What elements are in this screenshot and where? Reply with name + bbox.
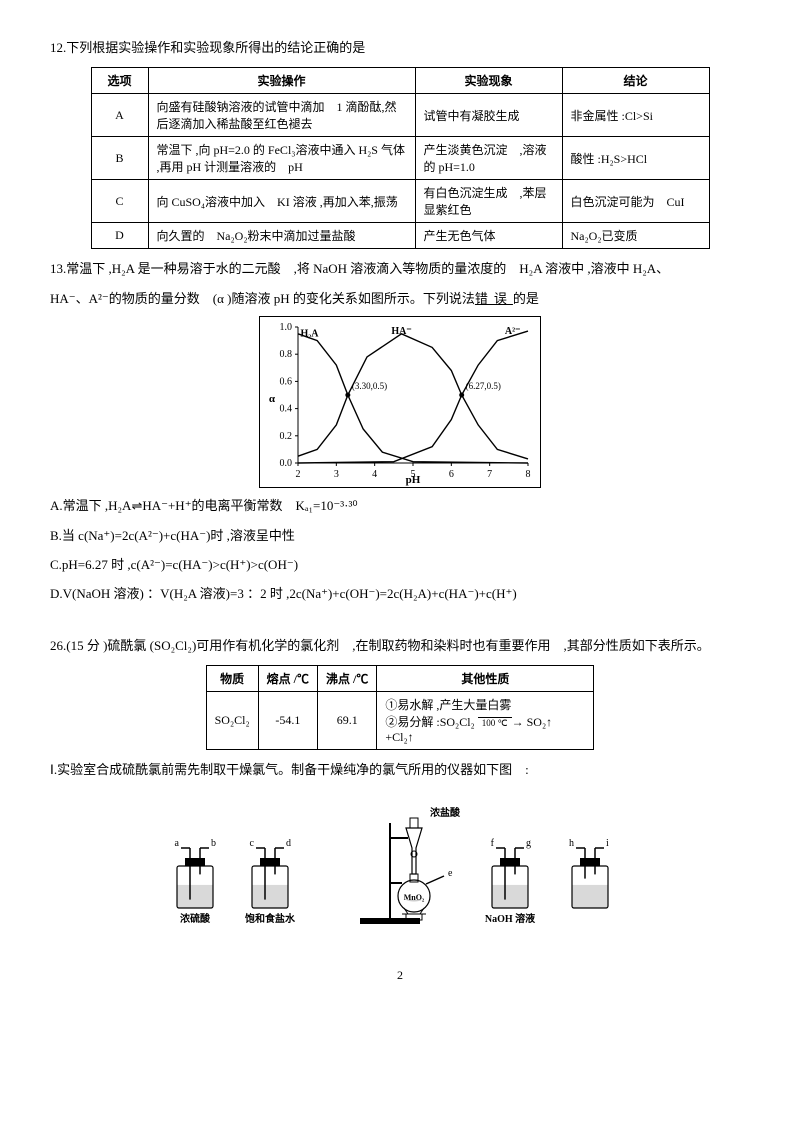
- q12-a-conc: 非金属性 :Cl>Si: [562, 94, 709, 137]
- q12-c-opt: C: [91, 180, 148, 223]
- svg-text:d: d: [286, 838, 291, 849]
- svg-text:a: a: [175, 838, 180, 849]
- svg-text:1.0: 1.0: [280, 322, 293, 333]
- q13-stem2-post: 的是: [513, 291, 539, 306]
- svg-text:饱和食盐水: 饱和食盐水: [245, 912, 296, 925]
- q12-b-conc: 酸性 :H₂S>HCl: [562, 137, 709, 180]
- svg-text:HA⁻: HA⁻: [391, 326, 411, 337]
- svg-text:NaOH 溶液: NaOH 溶液: [485, 912, 535, 925]
- q13-optA: A.常温下 ,H₂A⇌HA⁻+H⁺的电离平衡常数 Kₐ₁=10⁻³·³⁰: [50, 494, 750, 517]
- q12-a-op: 向盛有硅酸钠溶液的试管中滴加 1 滴酚酞,然后逐滴加入稀盐酸至红色褪去: [148, 94, 415, 137]
- q12-d-op: 向久置的 Na₂O₂粉末中滴加过量盐酸: [148, 223, 415, 249]
- q12-c-phen: 有白色沉淀生成 ,苯层显紫红色: [415, 180, 562, 223]
- svg-text:A²⁻: A²⁻: [505, 326, 520, 337]
- q13-stem1: 13.常温下 ,H₂A 是一种易溶于水的二元酸 ,将 NaOH 溶液滴入等物质的…: [50, 257, 750, 280]
- q12-a-phen: 试管中有凝胶生成: [415, 94, 562, 137]
- q13-stem2-pre: HA⁻、A²⁻的物质的量分数 (α )随溶液 pH 的变化关系如图所示。下列说法: [50, 291, 475, 306]
- q13-optC: C.pH=6.27 时 ,c(A²⁻)=c(HA⁻)>c(H⁺)>c(OH⁻): [50, 553, 750, 576]
- svg-text:h: h: [569, 838, 574, 849]
- svg-text:e: e: [448, 868, 453, 879]
- svg-text:b: b: [211, 838, 216, 849]
- svg-text:浓硫酸: 浓硫酸: [180, 912, 211, 925]
- q26-mp: -54.1: [258, 692, 317, 750]
- q13-stem2: HA⁻、A²⁻的物质的量分数 (α )随溶液 pH 的变化关系如图所示。下列说法…: [50, 287, 750, 310]
- q12-a-opt: A: [91, 94, 148, 137]
- q12-h3: 结论: [562, 68, 709, 94]
- svg-text:0.2: 0.2: [280, 431, 293, 442]
- q12-b-op: 常温下 ,向 pH=2.0 的 FeCl₃溶液中通入 H₂S 气体 ,再用 pH…: [148, 137, 415, 180]
- q26-stem: 26.(15 分 )硫酰氯 (SO₂Cl₂)可用作有机化学的氯化剂 ,在制取药物…: [50, 634, 750, 657]
- q13-stem2-err: 错误: [475, 291, 513, 306]
- svg-text:i: i: [606, 838, 609, 849]
- page-number: 2: [50, 968, 750, 983]
- q13-optD: D.V(NaOH 溶液) ：V(H₂A 溶液)=3 ：2 时 ,2c(Na⁺)+…: [50, 582, 750, 605]
- q12-c-conc: 白色沉淀可能为 CuI: [562, 180, 709, 223]
- q12-c-op: 向 CuSO₄溶液中加入 KI 溶液 ,再加入苯,振荡: [148, 180, 415, 223]
- svg-text:浓盐酸: 浓盐酸: [430, 806, 461, 819]
- q12-h2: 实验现象: [415, 68, 562, 94]
- svg-text:4: 4: [372, 469, 377, 480]
- svg-text:0.8: 0.8: [280, 349, 293, 360]
- q12-d-phen: 产生无色气体: [415, 223, 562, 249]
- q26-apparatus: a b 浓硫酸 c d 饱和食盐水 f g NaOH 溶液 h i MnO₂ 浓盐酸 e: [150, 788, 650, 948]
- svg-text:pH: pH: [406, 474, 421, 486]
- q12-table: 选项 实验操作 实验现象 结论 A 向盛有硅酸钠溶液的试管中滴加 1 滴酚酞,然…: [91, 67, 710, 249]
- q12-b-opt: B: [91, 137, 148, 180]
- q13-chart: 23456780.00.20.40.60.81.0pHα(3.30,0.5)(6…: [259, 316, 541, 488]
- svg-text:H₂A: H₂A: [301, 329, 320, 340]
- svg-text:MnO₂: MnO₂: [404, 893, 425, 902]
- svg-text:0.0: 0.0: [280, 458, 293, 469]
- q26-sub: SO₂Cl₂: [206, 692, 258, 750]
- svg-text:2: 2: [296, 469, 301, 480]
- q26-th2: 沸点 /℃: [318, 666, 377, 692]
- q26-th0: 物质: [206, 666, 258, 692]
- q26-other: ①易水解 ,产生大量白雾②易分解 :SO₂Cl₂ 100 ℃→ SO₂↑+Cl₂…: [377, 692, 594, 750]
- svg-text:f: f: [491, 838, 495, 849]
- q26-th3: 其他性质: [377, 666, 594, 692]
- svg-text:8: 8: [526, 469, 531, 480]
- q26-part1: Ⅰ.实验室合成硫酰氯前需先制取干燥氯气。制备干燥纯净的氯气所用的仪器如下图 :: [50, 758, 750, 781]
- q26-th1: 熔点 /℃: [258, 666, 317, 692]
- svg-text:3: 3: [334, 469, 339, 480]
- svg-text:c: c: [250, 838, 255, 849]
- q12-b-phen: 产生淡黄色沉淀 ,溶液的 pH=1.0: [415, 137, 562, 180]
- svg-text:0.6: 0.6: [280, 377, 293, 388]
- svg-text:g: g: [526, 838, 531, 849]
- svg-text:(6.27,0.5): (6.27,0.5): [466, 381, 501, 391]
- q26-table: 物质 熔点 /℃ 沸点 /℃ 其他性质 SO₂Cl₂ -54.1 69.1 ①易…: [206, 665, 595, 750]
- q12-d-conc: Na₂O₂已变质: [562, 223, 709, 249]
- q12-h0: 选项: [91, 68, 148, 94]
- svg-text:6: 6: [449, 469, 454, 480]
- q26-bp: 69.1: [318, 692, 377, 750]
- svg-text:0.4: 0.4: [280, 404, 293, 415]
- q12-d-opt: D: [91, 223, 148, 249]
- q13-optB: B.当 c(Na⁺)=2c(A²⁻)+c(HA⁻)时 ,溶液呈中性: [50, 524, 750, 547]
- q12-h1: 实验操作: [148, 68, 415, 94]
- svg-text:(3.30,0.5): (3.30,0.5): [352, 381, 387, 391]
- svg-text:7: 7: [487, 469, 492, 480]
- svg-text:α: α: [269, 393, 276, 405]
- q12-stem: 12.下列根据实验操作和实验现象所得出的结论正确的是: [50, 36, 750, 59]
